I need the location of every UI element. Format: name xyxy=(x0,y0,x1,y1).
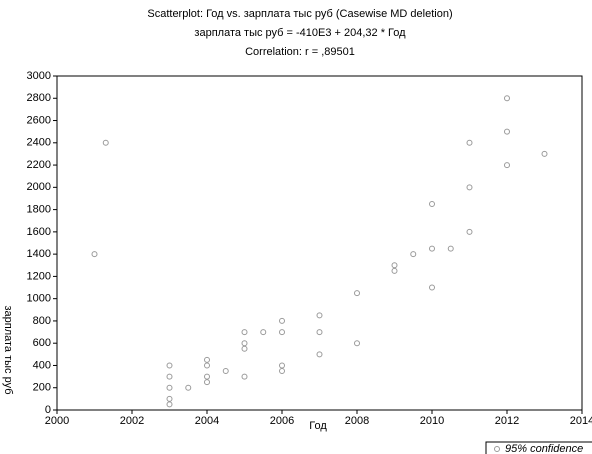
y-tick-label: 2200 xyxy=(27,159,51,171)
point xyxy=(316,351,323,358)
point xyxy=(102,139,109,146)
point xyxy=(166,373,173,380)
annotation: Correlation: r = ,89501 xyxy=(245,46,355,58)
point xyxy=(204,356,210,363)
point xyxy=(185,384,192,391)
point xyxy=(391,267,398,274)
point xyxy=(222,368,229,375)
point xyxy=(447,245,454,252)
point xyxy=(354,340,360,347)
y-tick-label: 3000 xyxy=(27,70,51,82)
point xyxy=(279,317,285,324)
point xyxy=(166,362,173,369)
y-tick-label: 400 xyxy=(33,359,51,371)
point xyxy=(91,251,98,258)
chart-subtitle: зарплата тыс руб = -410E3 + 204,32 * Год xyxy=(194,27,406,39)
plot-frame xyxy=(56,75,583,411)
point xyxy=(204,362,210,369)
point xyxy=(241,329,248,336)
x-tick-label: 2002 xyxy=(120,415,144,427)
point xyxy=(279,329,285,336)
point xyxy=(391,262,398,269)
point xyxy=(504,162,510,169)
point xyxy=(466,139,473,146)
point xyxy=(410,251,417,258)
point xyxy=(466,228,473,235)
x-tick-label: 2012 xyxy=(495,415,519,427)
x-tick-label: 2010 xyxy=(420,415,444,427)
point xyxy=(241,345,248,352)
legend-marker xyxy=(494,446,500,452)
y-tick-label: 2000 xyxy=(27,181,51,193)
y-tick-label: 800 xyxy=(33,315,51,327)
point xyxy=(241,340,248,347)
point xyxy=(541,150,548,157)
point xyxy=(204,379,210,386)
y-tick-label: 1800 xyxy=(27,204,51,216)
point xyxy=(429,201,435,208)
point xyxy=(504,128,510,135)
y-tick-label: 0 xyxy=(45,404,51,416)
y-tick-label: 600 xyxy=(33,337,51,349)
x-axis-label: Год xyxy=(309,420,327,432)
point xyxy=(504,95,510,102)
point xyxy=(316,312,323,319)
point xyxy=(316,329,323,336)
point xyxy=(466,184,473,191)
y-tick-label: 1600 xyxy=(27,226,51,238)
y-tick-label: 200 xyxy=(33,382,51,394)
y-tick-label: 2800 xyxy=(27,92,51,104)
point xyxy=(166,395,173,402)
point xyxy=(241,373,248,380)
point xyxy=(429,284,435,291)
x-tick-label: 2014 xyxy=(570,415,592,427)
y-tick-label: 2400 xyxy=(27,137,51,149)
chart-title: Scatterplot: Год vs. зарплата тыс руб (C… xyxy=(147,8,452,20)
y-tick-label: 1200 xyxy=(27,270,51,282)
point xyxy=(260,329,267,336)
point xyxy=(204,373,210,380)
y-tick-label: 1000 xyxy=(27,293,51,305)
legend-label: 95% confidence xyxy=(505,443,583,454)
point xyxy=(166,384,173,391)
point xyxy=(354,290,360,297)
x-tick-label: 2004 xyxy=(195,415,219,427)
y-tick-label: 1400 xyxy=(27,248,51,260)
point xyxy=(279,368,285,375)
x-tick-label: 2000 xyxy=(45,415,69,427)
y-tick-label: 2600 xyxy=(27,114,51,126)
point xyxy=(279,362,285,369)
point xyxy=(166,401,173,408)
point xyxy=(429,245,435,252)
x-tick-label: 2008 xyxy=(345,415,369,427)
legend-box xyxy=(485,441,592,454)
x-tick-label: 2006 xyxy=(270,415,294,427)
y-axis-label: зарплата тыс руб xyxy=(2,305,14,394)
